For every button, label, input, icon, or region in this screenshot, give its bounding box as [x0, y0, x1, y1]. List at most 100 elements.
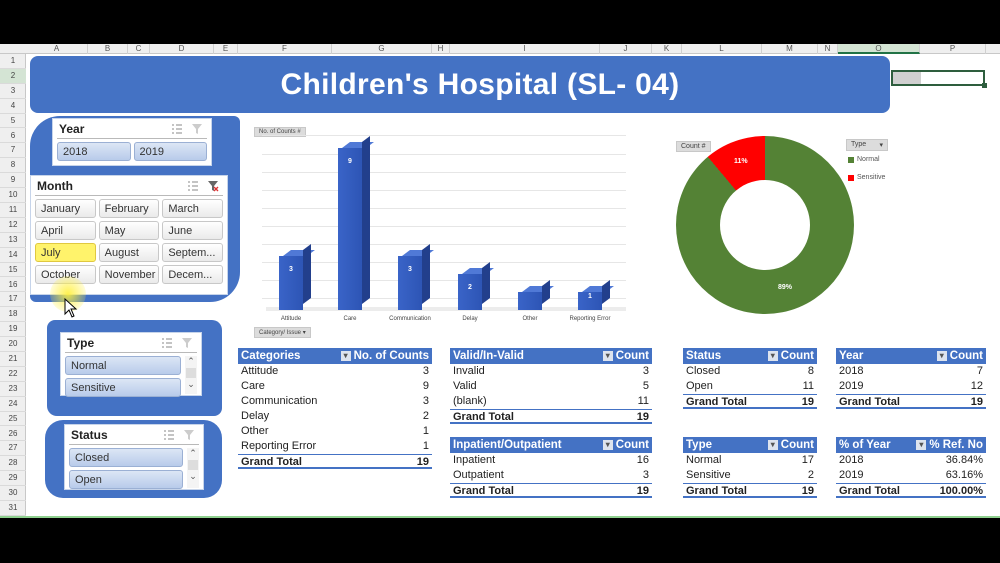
scroll-down-icon[interactable]: ⌄: [189, 471, 197, 481]
column-header[interactable]: H: [432, 44, 450, 54]
column-header[interactable]: C: [128, 44, 150, 54]
slicer-item-normal[interactable]: Normal: [65, 356, 181, 375]
row-header[interactable]: 13: [0, 233, 26, 248]
slicer-item-december[interactable]: Decem...: [162, 265, 223, 284]
slicer-item-closed[interactable]: Closed: [69, 448, 183, 467]
column-header[interactable]: L: [682, 44, 762, 54]
clear-filter-icon[interactable]: [183, 429, 195, 441]
bar-delay[interactable]: 2: [458, 261, 494, 310]
column-header[interactable]: D: [150, 44, 214, 54]
column-header[interactable]: I: [450, 44, 600, 54]
row-header[interactable]: 9: [0, 173, 26, 189]
row-header[interactable]: 3: [0, 84, 26, 99]
multi-select-icon[interactable]: [161, 337, 173, 349]
filter-dropdown-icon[interactable]: ▾: [602, 351, 613, 361]
legend-item-sensitive[interactable]: Sensitive: [848, 174, 885, 181]
row-header[interactable]: 16: [0, 278, 26, 293]
bar-care[interactable]: 9: [338, 135, 374, 310]
bar-communication[interactable]: 3: [398, 243, 434, 310]
slicer-item-june[interactable]: June: [162, 221, 223, 240]
pivot-type[interactable]: Type ▾ Count Normal 17 Sensitive 2 Grand Tot…: [683, 437, 817, 498]
row-header[interactable]: 19: [0, 322, 26, 338]
scroll-down-icon[interactable]: ⌄: [187, 379, 195, 389]
row-header[interactable]: 6: [0, 129, 26, 144]
slicer-item-august[interactable]: August: [98, 243, 160, 262]
row-header[interactable]: 24: [0, 397, 26, 412]
slicer-item-september[interactable]: Septem...: [162, 243, 223, 262]
pivot-status[interactable]: Status ▾ Count Closed 8 Open 11 Grand Total 1…: [683, 348, 817, 409]
scroll-thumb[interactable]: [186, 368, 196, 378]
row-header[interactable]: 5: [0, 114, 26, 129]
scroll-up-icon[interactable]: ⌃: [187, 356, 195, 366]
slicer-item-march[interactable]: March: [162, 199, 223, 218]
filter-dropdown-icon[interactable]: ▾: [767, 351, 778, 361]
slicer-item-2019[interactable]: 2019: [133, 142, 207, 161]
column-header[interactable]: G: [332, 44, 432, 54]
column-header[interactable]: N: [818, 44, 838, 54]
bar-attitude[interactable]: 3: [279, 243, 315, 310]
slicer-item-sensitive[interactable]: Sensitive: [65, 378, 181, 397]
row-header[interactable]: 4: [0, 99, 26, 114]
clear-filter-icon[interactable]: [181, 337, 193, 349]
multi-select-icon[interactable]: [163, 429, 175, 441]
clear-filter-icon[interactable]: [207, 180, 219, 192]
row-header[interactable]: 28: [0, 456, 26, 472]
bar-other[interactable]: [518, 279, 554, 310]
column-header-selected[interactable]: O: [838, 44, 920, 54]
axis-field-button[interactable]: Category/ Issue ▾: [254, 327, 311, 338]
column-header[interactable]: J: [600, 44, 652, 54]
bar-chart-counts-by-category[interactable]: No. of Counts # 3 9 3 2: [240, 124, 640, 340]
column-header[interactable]: F: [238, 44, 332, 54]
slicer-item-open[interactable]: Open: [69, 470, 183, 489]
legend-field-button[interactable]: Type ▾: [846, 139, 888, 151]
slicer-scrollbar[interactable]: ⌃ ⌄: [185, 356, 197, 394]
row-header[interactable]: 25: [0, 412, 26, 427]
pivot-valid-invalid[interactable]: Valid/In-Valid ▾ Count Invalid 3 Valid 5 (bl…: [450, 348, 652, 424]
filter-dropdown-icon[interactable]: ▾: [936, 351, 947, 361]
row-header[interactable]: 27: [0, 441, 26, 457]
slicer-item-january[interactable]: January: [35, 199, 96, 218]
slicer-item-may[interactable]: May: [98, 221, 160, 240]
filter-dropdown-icon[interactable]: ▾: [916, 440, 927, 450]
donut-value-field-button[interactable]: Count #: [676, 141, 711, 152]
slicer-item-november[interactable]: November: [98, 265, 160, 284]
bar-reporting-error[interactable]: 1: [578, 279, 614, 310]
scroll-thumb[interactable]: [188, 460, 198, 470]
column-header[interactable]: B: [88, 44, 128, 54]
row-header[interactable]: 31: [0, 501, 26, 516]
row-header[interactable]: 14: [0, 248, 26, 263]
value-field-button[interactable]: No. of Counts #: [254, 127, 306, 137]
filter-dropdown-icon[interactable]: ▾: [602, 440, 613, 450]
scroll-up-icon[interactable]: ⌃: [189, 448, 197, 458]
pivot-categories[interactable]: Categories ▾ No. of Counts Attitude 3 Care 9…: [238, 348, 432, 469]
slicer-scrollbar[interactable]: ⌃ ⌄: [187, 448, 199, 488]
row-header[interactable]: 23: [0, 382, 26, 397]
row-header[interactable]: 29: [0, 471, 26, 487]
row-header[interactable]: 26: [0, 427, 26, 442]
slicer-item-february[interactable]: February: [98, 199, 160, 218]
donut-chart-type[interactable]: 11% 89%: [676, 136, 854, 314]
pivot-inpatient-outpatient[interactable]: Inpatient/Outpatient ▾ Count Inpatient 16 O…: [450, 437, 652, 498]
row-header[interactable]: 12: [0, 218, 26, 233]
column-header[interactable]: E: [214, 44, 238, 54]
fill-handle[interactable]: [982, 83, 987, 88]
row-header[interactable]: 20: [0, 337, 26, 352]
slicer-item-july[interactable]: July: [35, 243, 96, 262]
row-header[interactable]: 22: [0, 367, 26, 382]
row-header[interactable]: 7: [0, 143, 26, 159]
row-header[interactable]: 11: [0, 203, 26, 218]
slicer-item-october[interactable]: October: [35, 265, 96, 284]
column-header[interactable]: P: [920, 44, 986, 54]
row-header[interactable]: 10: [0, 188, 26, 203]
multi-select-icon[interactable]: [171, 123, 183, 135]
row-header[interactable]: 17: [0, 292, 26, 308]
column-header[interactable]: M: [762, 44, 818, 54]
filter-dropdown-icon[interactable]: ▾: [767, 440, 778, 450]
multi-select-icon[interactable]: [187, 180, 199, 192]
slicer-item-april[interactable]: April: [35, 221, 96, 240]
row-header[interactable]: 21: [0, 352, 26, 367]
selected-cell[interactable]: [891, 70, 987, 88]
clear-filter-icon[interactable]: [191, 123, 203, 135]
row-header[interactable]: 15: [0, 263, 26, 278]
